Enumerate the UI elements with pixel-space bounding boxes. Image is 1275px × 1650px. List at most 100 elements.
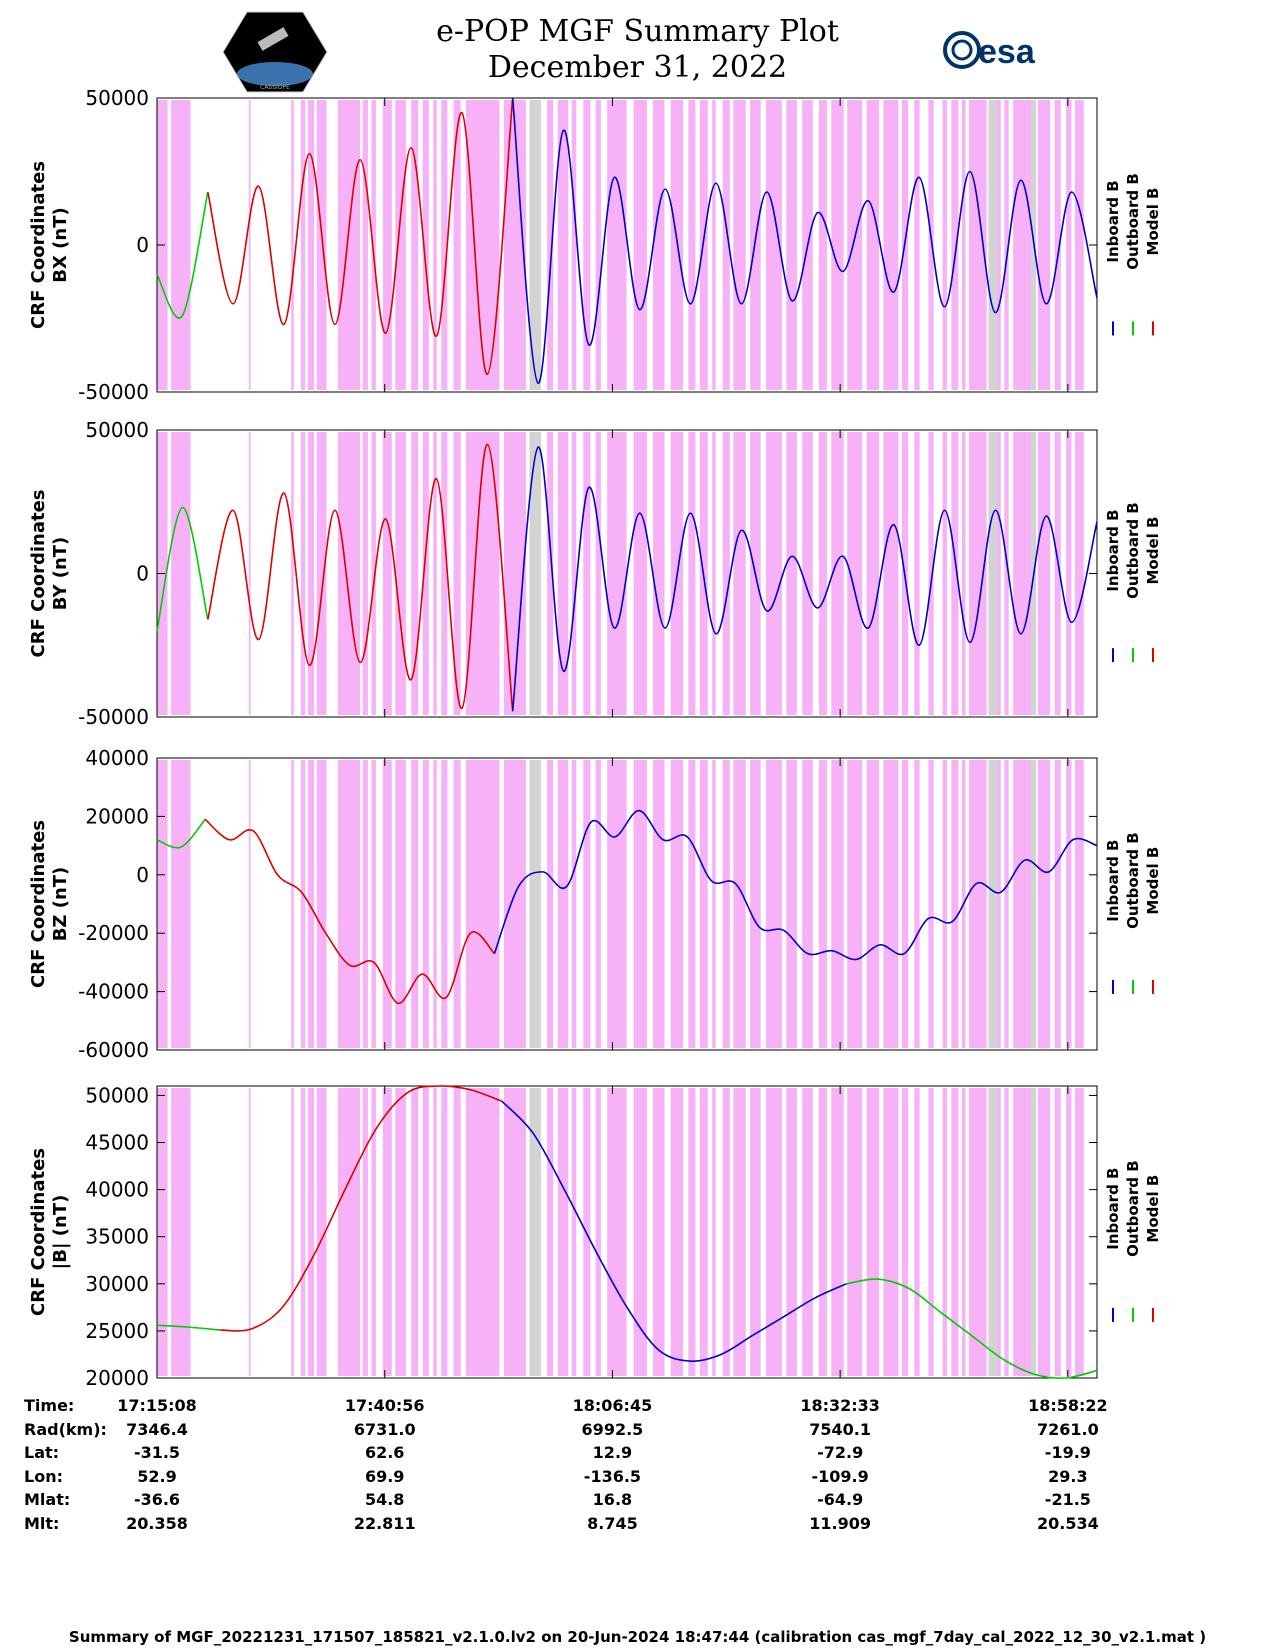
y-tick-label: 0 xyxy=(136,562,149,586)
flag-bar xyxy=(411,760,419,1048)
flag-bar xyxy=(595,100,601,390)
flag-bar xyxy=(316,760,327,1048)
flag-bar xyxy=(928,432,934,715)
table-cell: 17:15:08 xyxy=(117,1396,197,1415)
flag-bar xyxy=(942,432,947,715)
flag-bar xyxy=(362,760,368,1048)
y-tick-label: 20000 xyxy=(85,1366,149,1390)
flag-bar xyxy=(969,760,987,1048)
flag-bar xyxy=(1066,100,1072,390)
inboard-series-line xyxy=(493,809,1098,961)
y-tick-label: -50000 xyxy=(78,705,149,729)
table-cell: 12.9 xyxy=(592,1443,633,1462)
flag-bar xyxy=(422,100,429,390)
flag-bar xyxy=(571,432,577,715)
legend-label: Inboard B xyxy=(1104,1168,1122,1250)
flag-bar xyxy=(1004,432,1009,715)
flag-bar-gray xyxy=(529,100,541,390)
legend-label: Outboard B xyxy=(1124,173,1142,270)
flag-bar xyxy=(171,760,191,1048)
flag-bar xyxy=(818,432,827,715)
inboard-series-line xyxy=(501,1100,847,1362)
flag-bar xyxy=(847,432,863,715)
flag-bar xyxy=(722,432,730,715)
flag-bar xyxy=(712,1088,716,1376)
plot-frame xyxy=(156,757,1098,1051)
flag-bar xyxy=(395,100,406,390)
esa-logo: esa xyxy=(943,31,1036,71)
flag-bar xyxy=(441,760,448,1048)
outboard-series-line xyxy=(156,818,206,849)
flag-bar xyxy=(969,432,987,715)
y-axis-label: CRF CoordinatesBX (nT) xyxy=(28,161,71,329)
flag-bar xyxy=(831,100,844,390)
table-cell: -64.9 xyxy=(817,1490,864,1509)
table-cell: 8.745 xyxy=(587,1513,638,1533)
flag-bar-gray xyxy=(1030,760,1037,1048)
flag-bar xyxy=(171,100,191,390)
legend-label: Model B xyxy=(1144,1175,1162,1243)
flag-bar xyxy=(914,100,920,390)
flag-bar xyxy=(766,1088,782,1376)
flag-bar xyxy=(300,1088,306,1376)
y-tick-label: -50000 xyxy=(78,380,149,404)
y-tick-label: 50000 xyxy=(85,418,149,442)
flag-bar xyxy=(866,760,879,1048)
flag-bar xyxy=(688,1088,696,1376)
model-series-line xyxy=(204,818,496,1005)
flag-bar xyxy=(866,1088,879,1376)
table-cell: -19.9 xyxy=(1044,1443,1091,1462)
flag-bar xyxy=(291,760,294,1048)
flag-bar xyxy=(633,760,647,1048)
flag-bar xyxy=(1066,432,1072,715)
flag-bar xyxy=(307,100,315,390)
flag-bar-gray xyxy=(988,1088,998,1376)
flag-bar xyxy=(1037,100,1051,390)
flag-bar xyxy=(1037,432,1051,715)
flag-bar xyxy=(942,1088,947,1376)
flag-bar xyxy=(583,1088,591,1376)
flag-bar xyxy=(951,760,959,1048)
flag-bar xyxy=(248,432,251,715)
flag-bar xyxy=(583,432,591,715)
flag-bar xyxy=(712,432,716,715)
flag-bar xyxy=(733,432,746,715)
flag-bar xyxy=(362,1088,368,1376)
legend-label: Outboard B xyxy=(1124,502,1142,599)
table-cell: 52.9 xyxy=(137,1466,177,1486)
flag-bar xyxy=(307,760,315,1048)
flag-bar xyxy=(699,1088,708,1376)
flag-bar xyxy=(969,1088,987,1376)
flag-bar xyxy=(750,1088,761,1376)
table-cell: -136.5 xyxy=(583,1466,642,1486)
flag-bar xyxy=(395,760,406,1048)
plot-frame xyxy=(156,1085,1098,1379)
table-cell: 69.9 xyxy=(364,1466,405,1486)
flag-bar xyxy=(465,760,500,1048)
outboard-series-line xyxy=(156,1324,220,1331)
flag-bar xyxy=(503,1088,526,1376)
flag-bar xyxy=(307,432,315,715)
flag-bar xyxy=(433,100,437,390)
flag-bar xyxy=(171,432,191,715)
flag-bar xyxy=(766,100,782,390)
inboard-series-line xyxy=(511,97,1098,384)
table-cell: -21.5 xyxy=(1044,1490,1091,1509)
legend-label: Model B xyxy=(1144,188,1162,256)
flag-bar xyxy=(942,760,947,1048)
legend-label: Inboard B xyxy=(1104,180,1122,262)
flag-bar xyxy=(441,1088,448,1376)
flag-bar xyxy=(337,760,361,1048)
flag-bar xyxy=(1054,432,1061,715)
flag-bar xyxy=(607,432,627,715)
flag-bar xyxy=(433,760,437,1048)
flag-bar xyxy=(395,432,406,715)
flag-bar xyxy=(411,1088,419,1376)
flag-bar xyxy=(503,100,526,390)
flag-bar xyxy=(503,432,526,715)
y-tick-label: 40000 xyxy=(85,1178,149,1202)
flag-bar xyxy=(291,100,294,390)
flag-bar xyxy=(750,760,761,1048)
flag-bar xyxy=(699,760,708,1048)
flag-bar xyxy=(1013,100,1034,390)
